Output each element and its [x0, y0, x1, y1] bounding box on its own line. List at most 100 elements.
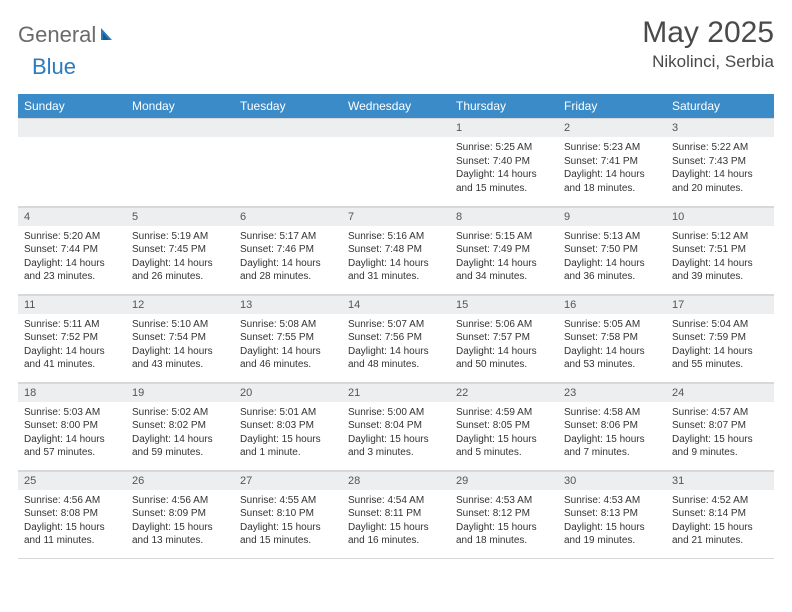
day-line: Sunset: 7:44 PM	[24, 243, 120, 257]
calendar-day-cell: 28Sunrise: 4:54 AMSunset: 8:11 PMDayligh…	[342, 470, 450, 558]
logo-text-1: General	[18, 22, 96, 48]
calendar-day-cell: 29Sunrise: 4:53 AMSunset: 8:12 PMDayligh…	[450, 470, 558, 558]
day-line: Sunset: 8:03 PM	[240, 419, 336, 433]
day-line: Daylight: 14 hours and 39 minutes.	[672, 257, 768, 284]
day-line: Sunset: 7:57 PM	[456, 331, 552, 345]
day-line: Daylight: 14 hours and 20 minutes.	[672, 168, 768, 195]
calendar-week-row: 18Sunrise: 5:03 AMSunset: 8:00 PMDayligh…	[18, 382, 774, 470]
calendar-day-cell: 31Sunrise: 4:52 AMSunset: 8:14 PMDayligh…	[666, 470, 774, 558]
day-line: Daylight: 14 hours and 26 minutes.	[132, 257, 228, 284]
calendar-day-cell	[342, 118, 450, 206]
weekday-header: Sunday	[18, 94, 126, 118]
day-body: Sunrise: 5:12 AMSunset: 7:51 PMDaylight:…	[666, 226, 774, 288]
day-line: Sunset: 7:49 PM	[456, 243, 552, 257]
day-line: Sunrise: 4:58 AM	[564, 406, 660, 420]
calendar-day-cell: 3Sunrise: 5:22 AMSunset: 7:43 PMDaylight…	[666, 118, 774, 206]
logo: General	[18, 16, 121, 48]
calendar-day-cell: 12Sunrise: 5:10 AMSunset: 7:54 PMDayligh…	[126, 294, 234, 382]
calendar-day-cell: 15Sunrise: 5:06 AMSunset: 7:57 PMDayligh…	[450, 294, 558, 382]
day-number: 8	[450, 207, 558, 226]
month-title: May 2025	[642, 16, 774, 50]
day-number: 27	[234, 471, 342, 490]
day-number: 13	[234, 295, 342, 314]
day-number: 1	[450, 118, 558, 137]
day-number: 19	[126, 383, 234, 402]
calendar-day-cell: 20Sunrise: 5:01 AMSunset: 8:03 PMDayligh…	[234, 382, 342, 470]
day-body	[234, 137, 342, 145]
day-body: Sunrise: 5:20 AMSunset: 7:44 PMDaylight:…	[18, 226, 126, 288]
day-number: 11	[18, 295, 126, 314]
day-line: Sunrise: 4:57 AM	[672, 406, 768, 420]
day-body: Sunrise: 4:52 AMSunset: 8:14 PMDaylight:…	[666, 490, 774, 552]
day-line: Sunrise: 4:56 AM	[24, 494, 120, 508]
day-body: Sunrise: 5:11 AMSunset: 7:52 PMDaylight:…	[18, 314, 126, 376]
weekday-header: Friday	[558, 94, 666, 118]
day-line: Daylight: 15 hours and 19 minutes.	[564, 521, 660, 548]
day-line: Sunrise: 5:25 AM	[456, 141, 552, 155]
weekday-header: Tuesday	[234, 94, 342, 118]
day-line: Daylight: 15 hours and 3 minutes.	[348, 433, 444, 460]
day-number: 9	[558, 207, 666, 226]
day-number: 23	[558, 383, 666, 402]
day-body	[126, 137, 234, 145]
day-line: Sunrise: 5:00 AM	[348, 406, 444, 420]
calendar-day-cell: 4Sunrise: 5:20 AMSunset: 7:44 PMDaylight…	[18, 206, 126, 294]
day-number	[234, 118, 342, 137]
calendar-day-cell	[234, 118, 342, 206]
day-line: Sunset: 8:05 PM	[456, 419, 552, 433]
day-number: 14	[342, 295, 450, 314]
day-line: Daylight: 14 hours and 15 minutes.	[456, 168, 552, 195]
weekday-header: Saturday	[666, 94, 774, 118]
day-body: Sunrise: 5:07 AMSunset: 7:56 PMDaylight:…	[342, 314, 450, 376]
day-line: Sunrise: 5:13 AM	[564, 230, 660, 244]
calendar-week-row: 11Sunrise: 5:11 AMSunset: 7:52 PMDayligh…	[18, 294, 774, 382]
day-line: Daylight: 14 hours and 23 minutes.	[24, 257, 120, 284]
day-line: Sunrise: 5:02 AM	[132, 406, 228, 420]
calendar-day-cell: 27Sunrise: 4:55 AMSunset: 8:10 PMDayligh…	[234, 470, 342, 558]
day-body	[342, 137, 450, 145]
day-body: Sunrise: 5:22 AMSunset: 7:43 PMDaylight:…	[666, 137, 774, 199]
day-number: 25	[18, 471, 126, 490]
day-number	[18, 118, 126, 137]
calendar-day-cell: 13Sunrise: 5:08 AMSunset: 7:55 PMDayligh…	[234, 294, 342, 382]
day-number: 31	[666, 471, 774, 490]
day-number: 29	[450, 471, 558, 490]
day-number: 10	[666, 207, 774, 226]
day-line: Daylight: 14 hours and 31 minutes.	[348, 257, 444, 284]
day-body: Sunrise: 4:53 AMSunset: 8:13 PMDaylight:…	[558, 490, 666, 552]
logo-sail-icon	[99, 26, 119, 47]
day-line: Sunrise: 5:12 AM	[672, 230, 768, 244]
day-line: Daylight: 15 hours and 18 minutes.	[456, 521, 552, 548]
day-number: 26	[126, 471, 234, 490]
day-line: Sunset: 8:08 PM	[24, 507, 120, 521]
day-body	[18, 137, 126, 145]
day-line: Sunset: 8:07 PM	[672, 419, 768, 433]
day-line: Sunrise: 4:53 AM	[564, 494, 660, 508]
day-line: Sunset: 7:43 PM	[672, 155, 768, 169]
day-line: Sunrise: 5:16 AM	[348, 230, 444, 244]
title-block: May 2025 Nikolinci, Serbia	[642, 16, 774, 72]
calendar-day-cell: 26Sunrise: 4:56 AMSunset: 8:09 PMDayligh…	[126, 470, 234, 558]
day-line: Daylight: 14 hours and 46 minutes.	[240, 345, 336, 372]
day-body: Sunrise: 5:02 AMSunset: 8:02 PMDaylight:…	[126, 402, 234, 464]
day-body: Sunrise: 4:54 AMSunset: 8:11 PMDaylight:…	[342, 490, 450, 552]
day-body: Sunrise: 4:57 AMSunset: 8:07 PMDaylight:…	[666, 402, 774, 464]
day-body: Sunrise: 4:55 AMSunset: 8:10 PMDaylight:…	[234, 490, 342, 552]
day-line: Daylight: 14 hours and 28 minutes.	[240, 257, 336, 284]
day-body: Sunrise: 4:53 AMSunset: 8:12 PMDaylight:…	[450, 490, 558, 552]
calendar-day-cell: 7Sunrise: 5:16 AMSunset: 7:48 PMDaylight…	[342, 206, 450, 294]
weekday-header: Wednesday	[342, 94, 450, 118]
calendar-week-row: 4Sunrise: 5:20 AMSunset: 7:44 PMDaylight…	[18, 206, 774, 294]
calendar-week-row: 1Sunrise: 5:25 AMSunset: 7:40 PMDaylight…	[18, 118, 774, 206]
day-number	[342, 118, 450, 137]
day-line: Sunrise: 5:17 AM	[240, 230, 336, 244]
day-line: Daylight: 15 hours and 9 minutes.	[672, 433, 768, 460]
day-number: 20	[234, 383, 342, 402]
day-number: 15	[450, 295, 558, 314]
day-line: Sunrise: 5:15 AM	[456, 230, 552, 244]
day-line: Sunrise: 4:55 AM	[240, 494, 336, 508]
day-number: 3	[666, 118, 774, 137]
day-line: Sunset: 8:06 PM	[564, 419, 660, 433]
weekday-header-row: SundayMondayTuesdayWednesdayThursdayFrid…	[18, 94, 774, 118]
logo-text-2: Blue	[32, 54, 76, 80]
